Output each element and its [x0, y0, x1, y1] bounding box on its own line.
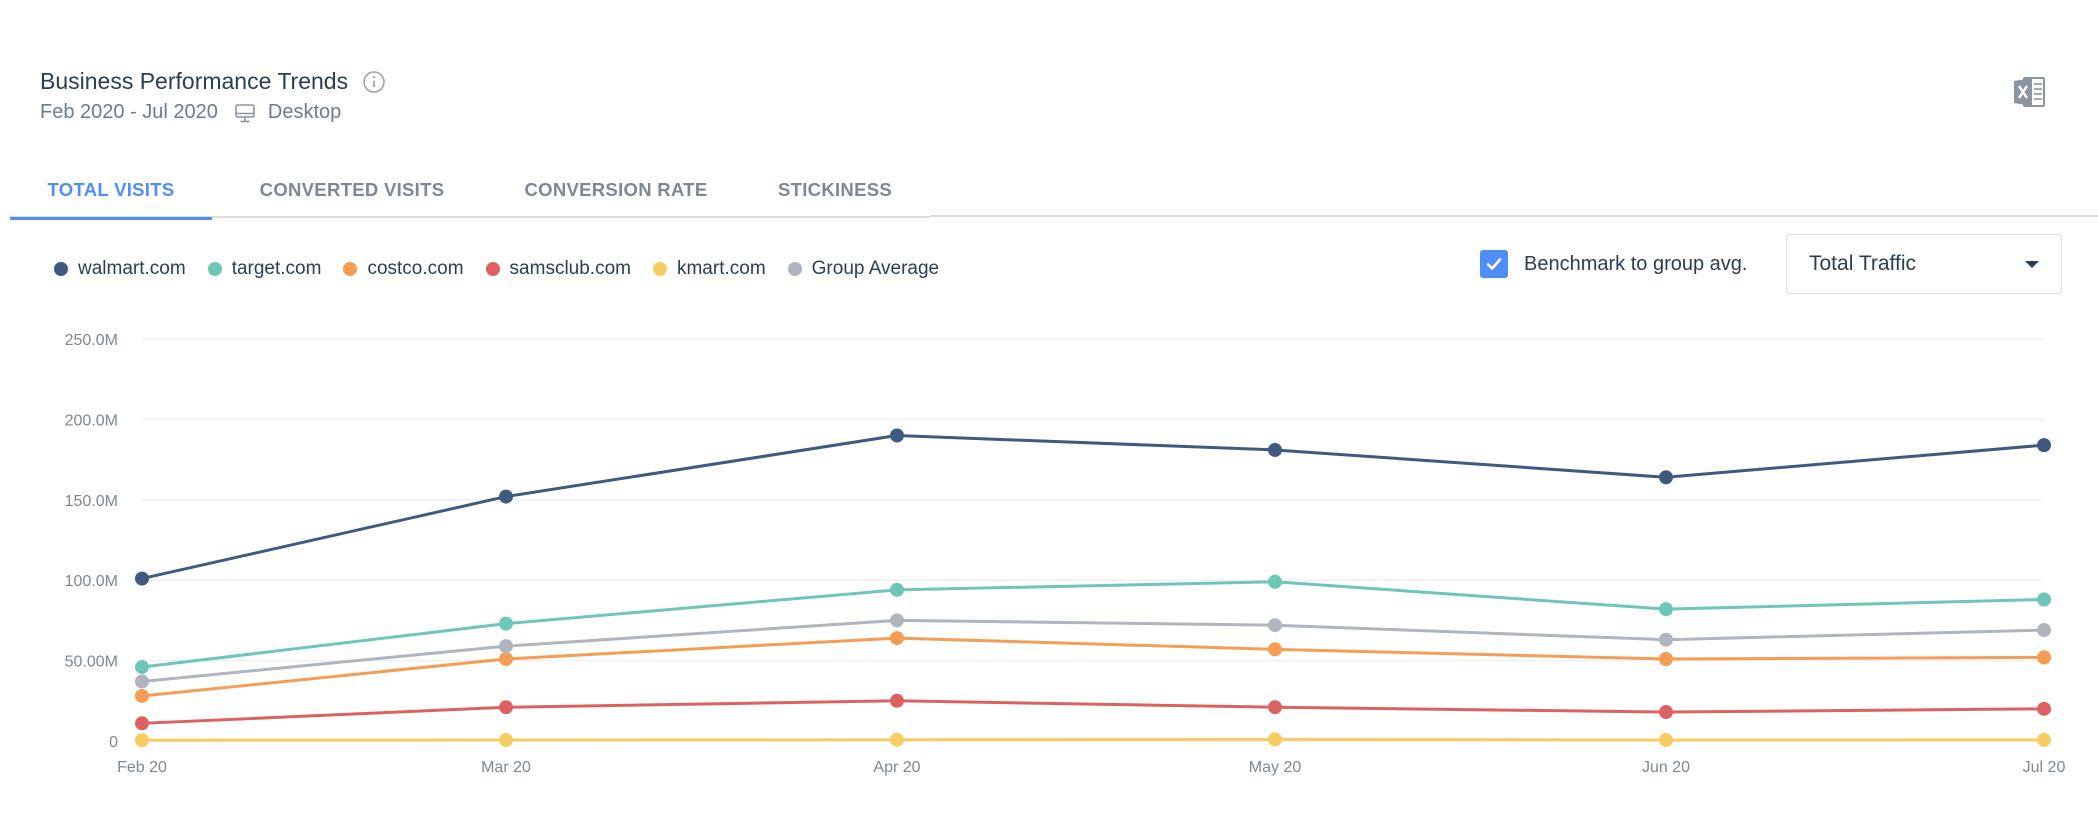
series-line-walmart-com [141, 433, 2045, 581]
benchmark-toggle: Benchmark to group avg. [1480, 250, 1747, 278]
data-point [499, 700, 513, 715]
data-point [2037, 732, 2051, 747]
x-tick-label: Apr 20 [873, 759, 920, 776]
series-line-kmart-com [141, 737, 2045, 742]
data-point [2037, 623, 2051, 638]
dropdown-value: Total Traffic [1809, 252, 1916, 275]
data-point [499, 616, 513, 631]
y-tick-label: 50.00M [65, 654, 118, 671]
y-tick-label: 0 [109, 734, 118, 751]
desktop-icon [235, 103, 255, 122]
excel-export-icon[interactable] [2010, 72, 2050, 112]
tabs-divider [930, 215, 2098, 217]
y-tick-label: 200.0M [65, 412, 118, 429]
data-point [135, 716, 149, 731]
x-tick-label: May 20 [1249, 759, 1302, 776]
legend-label: walmart.com [78, 258, 186, 279]
data-point [890, 631, 904, 646]
device-label: Desktop [267, 101, 342, 123]
data-point [135, 733, 149, 748]
data-point [135, 660, 149, 675]
legend-item-kmart[interactable]: kmart.com [652, 258, 766, 280]
tab-converted-visits[interactable]: CONVERTED VISITS [259, 179, 445, 200]
chart-legend: walmart.com target.com costco.com samscl… [54, 258, 961, 280]
data-point [1659, 651, 1673, 666]
data-point [2037, 701, 2051, 716]
data-point [890, 693, 904, 708]
y-tick-label: 150.0M [65, 493, 118, 510]
data-point [1659, 470, 1673, 485]
data-point [499, 733, 513, 748]
data-point [890, 428, 904, 443]
check-icon [1486, 258, 1502, 270]
x-tick-label: Mar 20 [481, 759, 531, 776]
legend-label: Group Average [811, 258, 940, 279]
date-range: Feb 2020 - Jul 2020 [40, 101, 218, 123]
data-point [135, 688, 149, 703]
data-point [1268, 700, 1282, 715]
data-point [1268, 618, 1282, 633]
info-icon[interactable] [362, 70, 386, 94]
title-row: Business Performance Trends [40, 68, 386, 95]
x-tick-label: Jun 20 [1642, 759, 1690, 776]
tab-stickiness[interactable]: STICKINESS [777, 179, 893, 200]
x-tick-label: Jul 20 [2023, 759, 2066, 776]
data-point [890, 582, 904, 597]
legend-label: target.com [231, 258, 322, 279]
data-point [499, 489, 513, 504]
data-point [890, 613, 904, 628]
data-point [1268, 642, 1282, 657]
data-point [135, 571, 149, 586]
series-line-costco-com [141, 636, 2045, 698]
series-line-group-average [141, 618, 2045, 683]
data-point [499, 639, 513, 654]
legend-dot [787, 262, 802, 276]
data-point [1659, 733, 1673, 748]
series-line-target-com [141, 580, 2045, 669]
data-point [1268, 732, 1282, 747]
data-point [1268, 574, 1282, 589]
y-tick-label: 250.0M [65, 332, 118, 349]
legend-dot [343, 262, 358, 276]
legend-item-samsclub[interactable]: samsclub.com [485, 258, 631, 280]
benchmark-label: Benchmark to group avg. [1524, 252, 1748, 275]
data-point [1268, 442, 1282, 457]
subtitle-row: Feb 2020 - Jul 2020 Desktop [40, 101, 341, 124]
legend-item-costco[interactable]: costco.com [343, 258, 464, 280]
caret-down-icon [2025, 260, 2039, 268]
legend-item-walmart[interactable]: walmart.com [54, 258, 186, 280]
legend-dot [54, 262, 68, 276]
tab-total-visits[interactable]: TOTAL VISITS [10, 162, 212, 220]
legend-label: samsclub.com [509, 258, 631, 279]
legend-label: costco.com [367, 258, 464, 279]
data-point [1659, 602, 1673, 617]
legend-dot [207, 262, 222, 276]
tab-conversion-rate[interactable]: CONVERSION RATE [524, 179, 708, 200]
legend-item-group-average[interactable]: Group Average [787, 258, 940, 280]
data-point [1659, 632, 1673, 647]
data-point [499, 651, 513, 666]
data-point [2037, 592, 2051, 607]
x-tick-label: Feb 20 [117, 759, 167, 776]
data-point [2037, 650, 2051, 665]
benchmark-checkbox[interactable] [1480, 250, 1508, 278]
metric-tabs: TOTAL VISITS CONVERTED VISITS CONVERSION… [10, 162, 930, 220]
legend-label: kmart.com [676, 258, 766, 279]
data-point [890, 732, 904, 747]
traffic-type-dropdown[interactable]: Total Traffic [1786, 234, 2062, 294]
data-point [135, 674, 149, 689]
chart-title: Business Performance Trends [40, 68, 349, 94]
data-point [2037, 438, 2051, 453]
legend-dot [652, 262, 667, 276]
series-line-samsclub-com [141, 699, 2045, 725]
y-tick-label: 100.0M [65, 573, 118, 590]
legend-item-target[interactable]: target.com [207, 258, 322, 280]
legend-dot [485, 262, 500, 276]
data-point [1659, 705, 1673, 720]
